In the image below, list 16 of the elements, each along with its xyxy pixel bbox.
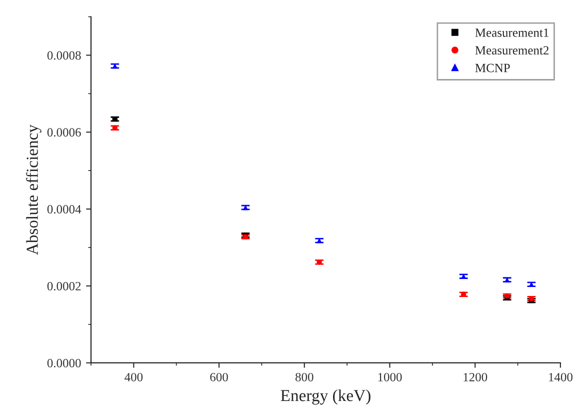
x-tick-label: 1000 <box>378 372 402 382</box>
x-tick-label: 400 <box>124 372 143 382</box>
y-tick-label: 0.0004 <box>47 205 82 214</box>
x-tick-label: 800 <box>295 372 314 382</box>
legend-label: Measurement1 <box>475 28 548 37</box>
y-tick-label: 0.0006 <box>47 128 81 137</box>
x-tick-label: 1200 <box>464 372 488 382</box>
x-axis-title: Energy (keV) <box>280 389 370 405</box>
y-axis-title: Absolute efficiency <box>26 124 42 255</box>
y-tick-label: 0.0008 <box>47 51 81 60</box>
y-tick-label: 0.0002 <box>47 282 81 290</box>
y-tick-label: 0.0000 <box>47 358 81 368</box>
x-tick-label: 1400 <box>549 372 572 382</box>
legend-label: MCNP <box>475 64 510 72</box>
x-tick-label: 600 <box>210 372 228 382</box>
legend-label: Measurement2 <box>475 46 549 55</box>
